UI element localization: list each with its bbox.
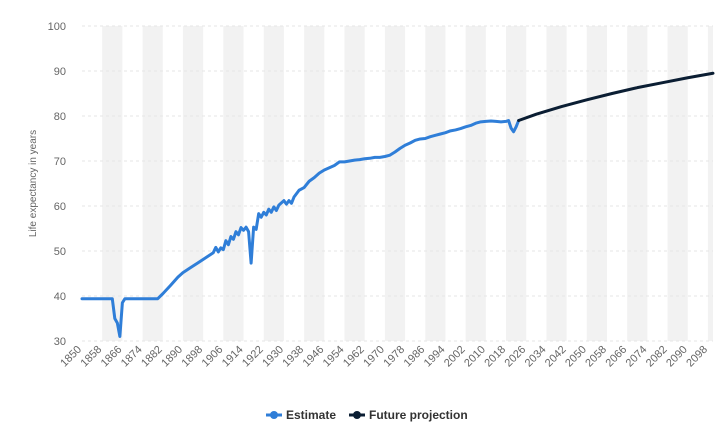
x-tick-label: 2090	[664, 344, 690, 370]
x-tick-label: 1970	[361, 344, 387, 370]
series-line-future-projection[interactable]	[517, 71, 715, 122]
legend-item-future-projection[interactable]: Future projection	[349, 408, 468, 422]
legend: Estimate Future projection	[266, 408, 468, 422]
y-tick-label: 40	[54, 291, 66, 303]
y-tick-label: 70	[54, 156, 66, 168]
x-tick-label: 2002	[442, 344, 468, 370]
background-band	[223, 26, 244, 341]
x-tick-label: 2082	[644, 344, 670, 370]
x-tick-label: 1914	[220, 344, 246, 370]
x-tick-label: 1882	[139, 344, 165, 370]
x-tick-label: 2042	[543, 344, 569, 370]
y-tick-label: 50	[54, 246, 66, 258]
background-band	[627, 26, 648, 341]
x-tick-label: 1986	[402, 344, 428, 370]
legend-swatch-marker	[353, 411, 361, 419]
x-tick-label: 2018	[482, 344, 508, 370]
x-tick-label: 1946	[301, 344, 327, 370]
x-tick-label: 2050	[563, 344, 589, 370]
y-axis-title: Life expectancy in years	[28, 130, 39, 237]
x-axis: 1850185818661874188218901898190619141922…	[58, 344, 710, 370]
y-tick-label: 90	[54, 66, 66, 78]
x-tick-label: 1906	[200, 344, 226, 370]
x-tick-label: 2026	[503, 344, 529, 370]
series-layer	[80, 71, 715, 338]
background-band	[344, 26, 365, 341]
background-band	[465, 26, 486, 341]
background-band	[182, 26, 204, 341]
x-tick-label: 2058	[583, 344, 609, 370]
background-band	[707, 26, 713, 341]
x-tick-label: 2010	[462, 344, 488, 370]
y-axis: 30 40 50 60 70 80 90 100	[48, 21, 66, 348]
x-tick-label: 1858	[79, 344, 105, 370]
y-tick-label: 60	[54, 201, 66, 213]
legend-label: Future projection	[369, 408, 468, 422]
series-line-estimate[interactable]	[80, 119, 521, 338]
x-tick-label: 1922	[240, 344, 266, 370]
legend-label: Estimate	[286, 408, 336, 422]
x-tick-label: 1938	[280, 344, 306, 370]
x-tick-label: 2098	[684, 344, 710, 370]
background-band	[586, 26, 607, 341]
background-band	[102, 26, 123, 341]
x-tick-label: 1954	[321, 344, 347, 370]
legend-swatch-marker	[270, 411, 278, 419]
x-tick-label: 1930	[260, 344, 286, 370]
x-tick-label: 1890	[159, 344, 185, 370]
x-tick-label: 1874	[119, 344, 145, 370]
background-band	[546, 26, 567, 341]
x-tick-label: 1898	[179, 344, 205, 370]
background-band	[506, 26, 527, 341]
background-band	[384, 26, 406, 341]
background-band	[667, 26, 688, 341]
x-tick-label: 2034	[523, 344, 549, 370]
legend-item-estimate[interactable]: Estimate	[266, 408, 336, 422]
x-tick-label: 1866	[99, 344, 125, 370]
y-tick-label: 100	[48, 21, 66, 33]
background-band	[263, 26, 284, 341]
background-band	[142, 26, 163, 341]
background-band	[304, 26, 325, 341]
x-tick-label: 1978	[381, 344, 407, 370]
background-band	[425, 26, 446, 341]
x-tick-label: 1994	[422, 344, 448, 370]
y-tick-label: 80	[54, 111, 66, 123]
x-tick-label: 2074	[624, 344, 650, 370]
y-tick-label: 30	[54, 336, 66, 348]
x-tick-label: 1962	[341, 344, 367, 370]
background-bands	[102, 26, 713, 341]
x-tick-label: 2066	[604, 344, 630, 370]
